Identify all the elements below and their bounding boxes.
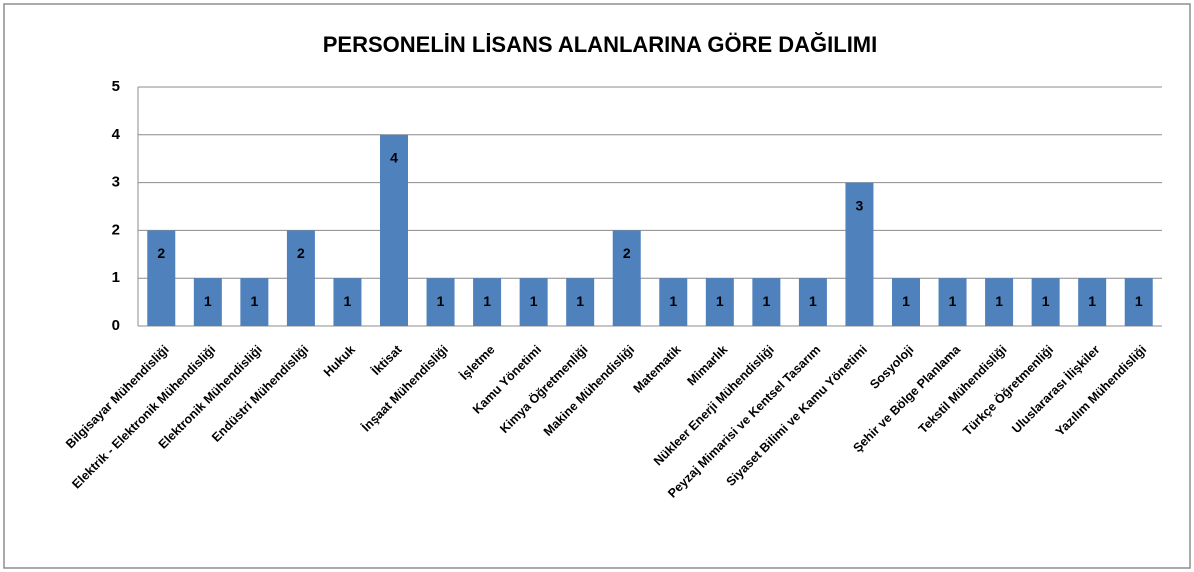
bar: [193, 278, 222, 326]
data-label: 3: [856, 197, 864, 213]
data-label: 1: [1042, 293, 1050, 309]
bar: [333, 278, 362, 326]
data-label: 1: [1088, 293, 1096, 309]
bar: [473, 278, 502, 326]
bar: [519, 278, 548, 326]
bar: [892, 278, 920, 326]
y-tick-label: 3: [112, 174, 120, 191]
bar: [845, 182, 874, 326]
bar: [1031, 278, 1060, 326]
y-tick-label: 1: [112, 269, 120, 286]
data-label: 1: [530, 293, 538, 309]
data-label: 1: [344, 293, 352, 309]
data-label: 1: [716, 293, 724, 309]
bar: [380, 134, 408, 326]
y-tick-label: 2: [112, 221, 120, 238]
y-tick-label: 0: [112, 317, 120, 334]
data-label: 1: [949, 293, 957, 309]
bar: [752, 278, 781, 326]
bar: [659, 278, 688, 326]
bar: [286, 230, 315, 326]
bar: [1124, 278, 1153, 326]
y-tick-label: 5: [112, 78, 120, 95]
bar: [705, 278, 734, 326]
data-label: 1: [250, 293, 258, 309]
chart-title: PERSONELİN LİSANS ALANLARINA GÖRE DAĞILI…: [323, 32, 878, 57]
bar: [566, 278, 595, 326]
data-label: 2: [297, 245, 305, 261]
bar: [798, 278, 827, 326]
bar: [612, 230, 641, 326]
data-label: 1: [1135, 293, 1143, 309]
bar: [240, 278, 269, 326]
bar: [985, 278, 1014, 326]
data-label: 1: [669, 293, 677, 309]
bar: [938, 278, 967, 326]
data-label: 1: [483, 293, 491, 309]
data-label: 1: [902, 293, 910, 309]
data-label: 1: [576, 293, 584, 309]
bar: [147, 230, 176, 326]
data-label: 1: [762, 293, 770, 309]
y-tick-label: 4: [112, 126, 121, 143]
data-label: 1: [995, 293, 1003, 309]
bar: [1078, 278, 1107, 326]
data-label: 2: [623, 245, 631, 261]
data-label: 4: [390, 150, 398, 166]
bar: [426, 278, 455, 326]
data-label: 1: [204, 293, 212, 309]
data-label: 1: [809, 293, 817, 309]
data-label: 2: [157, 245, 165, 261]
data-label: 1: [437, 293, 445, 309]
